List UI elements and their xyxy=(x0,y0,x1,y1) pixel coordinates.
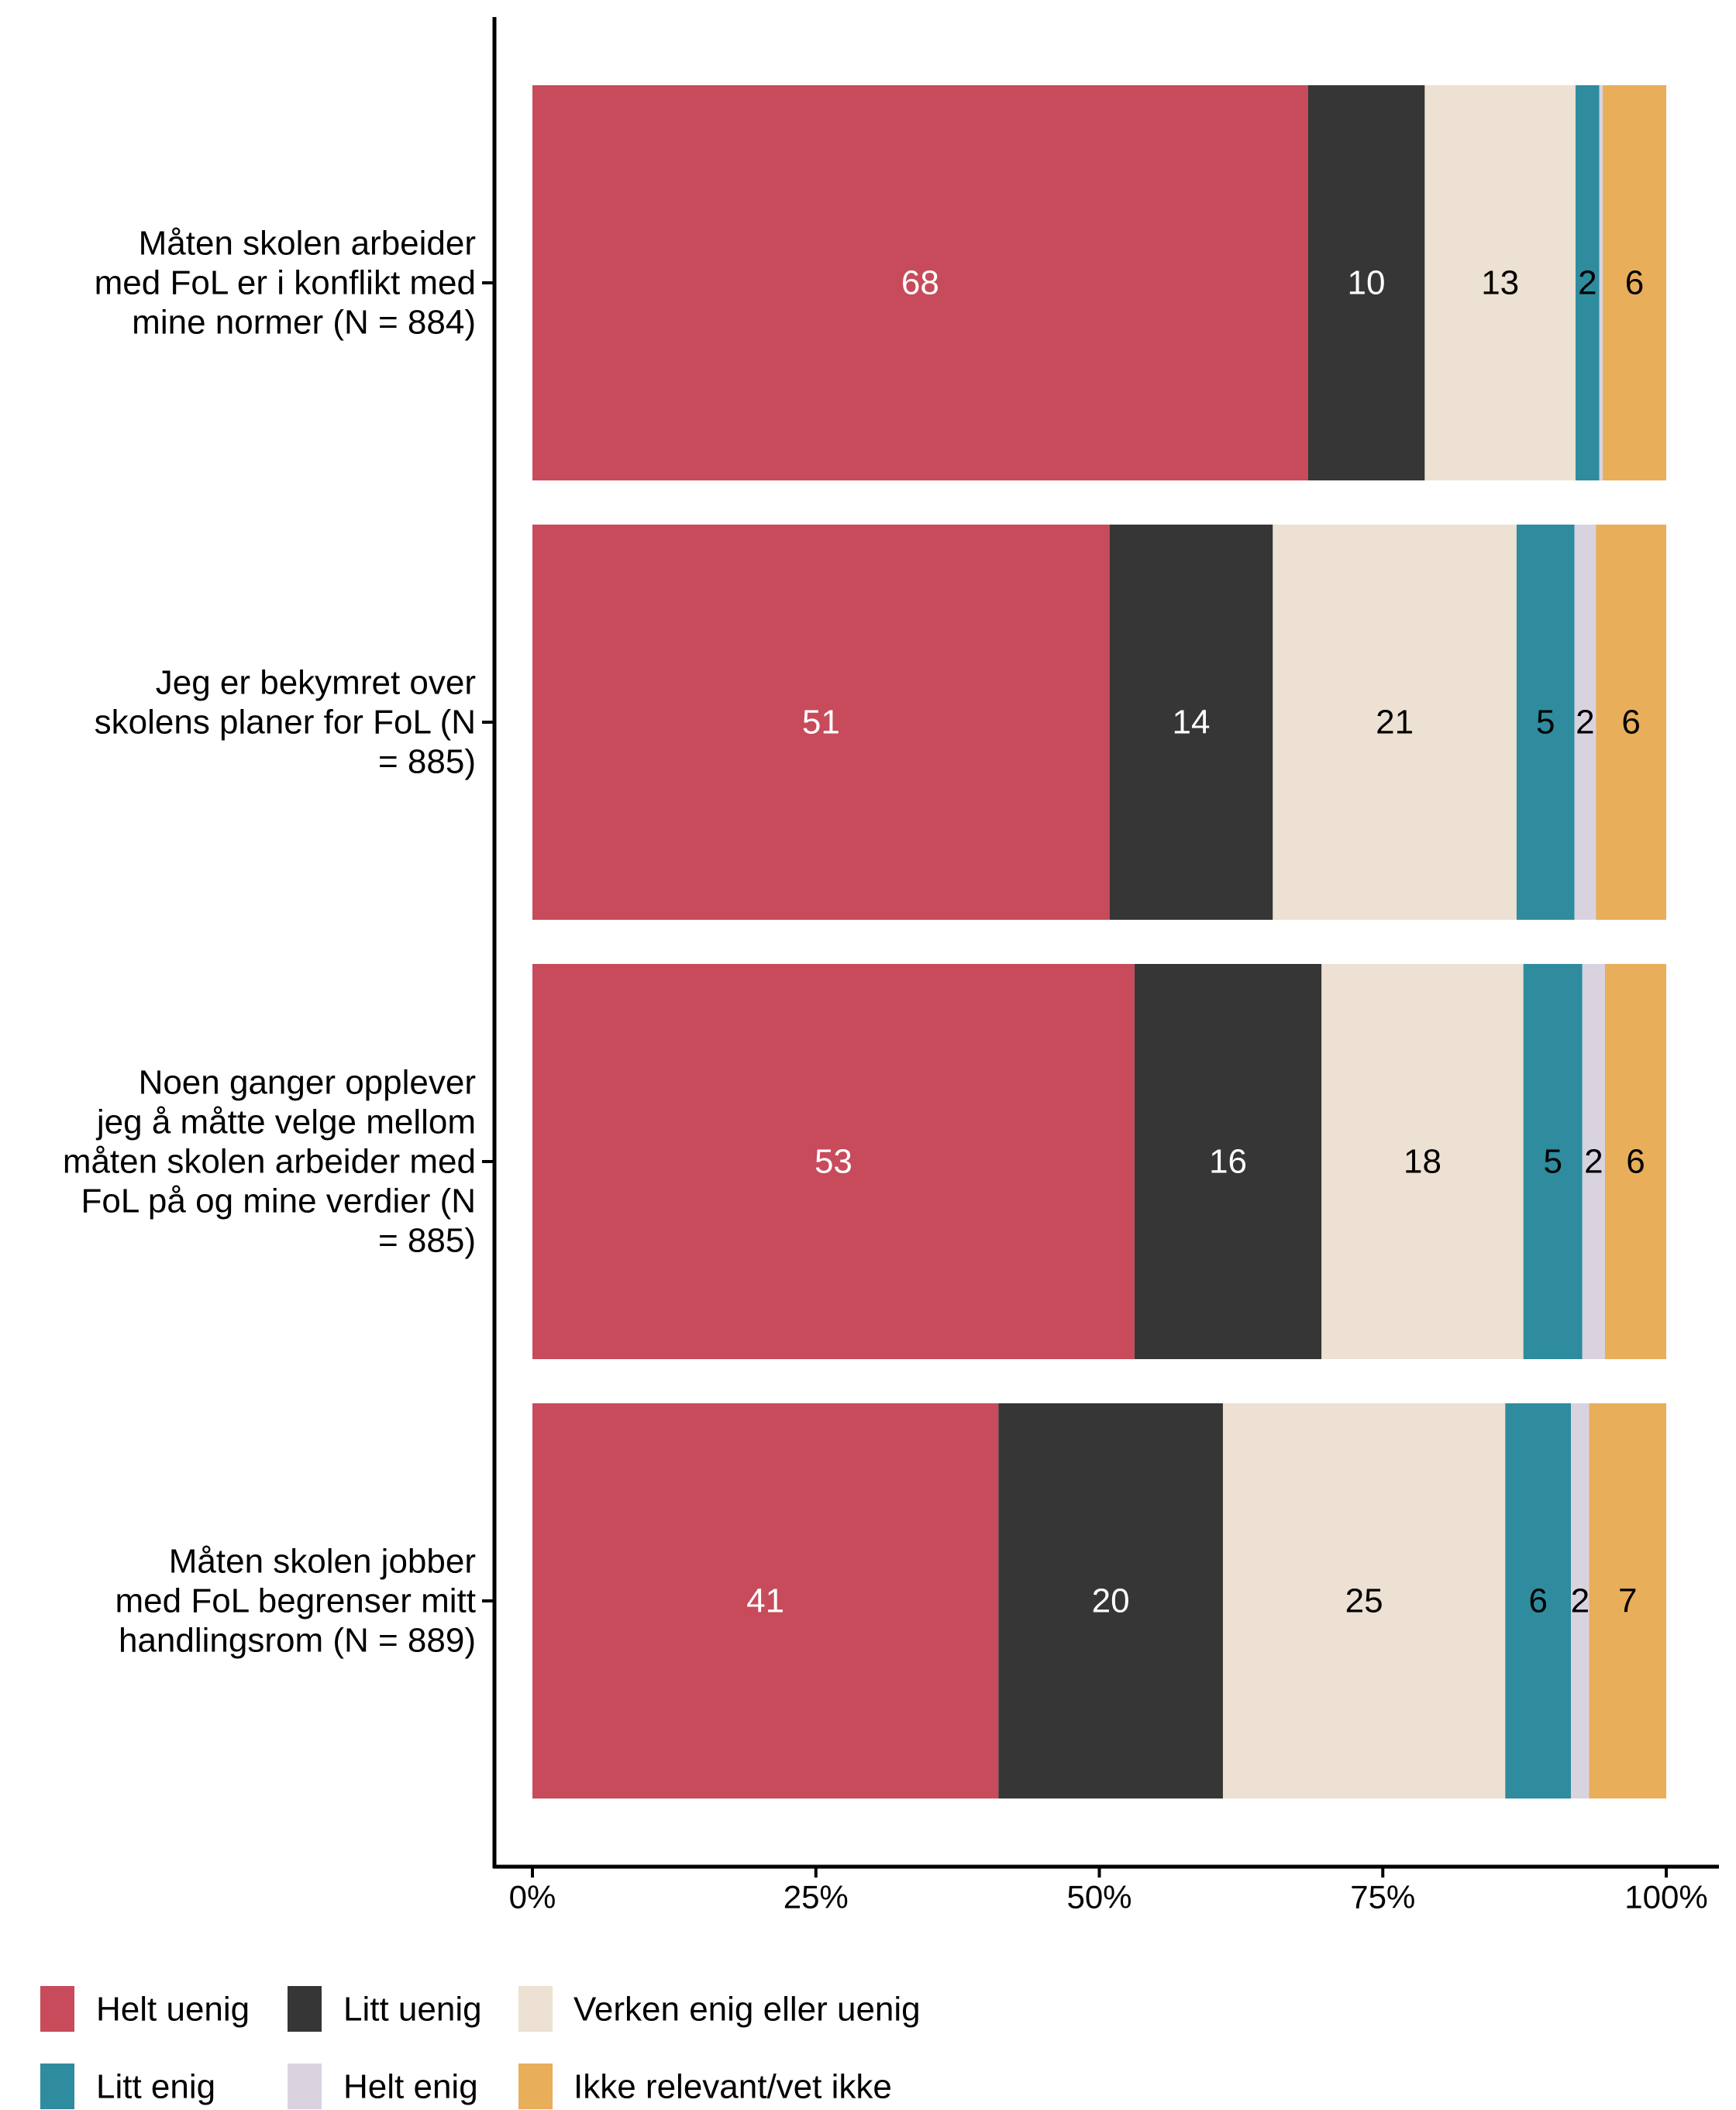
category-label-line: = 885) xyxy=(378,743,476,781)
bar-segment-helt-uenig-row-1 xyxy=(532,85,1308,480)
bar-segment-verken-enig-eller-uenig-row-3 xyxy=(1321,964,1524,1359)
legend: Helt uenig Litt uenig Verken enig eller ue… xyxy=(40,1986,921,2109)
category-label-line: Måten skolen arbeider xyxy=(139,225,476,263)
legend-label: Ikke relevant/vet ikke xyxy=(574,2068,892,2106)
data-label: 2 xyxy=(1584,1143,1603,1181)
bar-segment-verken-enig-eller-uenig-row-4 xyxy=(1222,1403,1506,1798)
legend-label: Litt enig xyxy=(96,2068,215,2106)
legend-item-helt-uenig: Helt uenig xyxy=(40,1986,250,2032)
category-label-line: = 885) xyxy=(378,1222,476,1260)
category-label-line: Måten skolen jobber xyxy=(169,1543,476,1581)
x-tick-label: 100% xyxy=(1624,1879,1707,1916)
data-label: 13 xyxy=(1481,264,1519,302)
category-label-line: med FoL er i konflikt med xyxy=(95,264,476,302)
bar-segment-litt-uenig-row-2 xyxy=(1109,525,1273,920)
data-label: 41 xyxy=(746,1582,784,1620)
bar-segment-litt-enig-row-2 xyxy=(1516,525,1575,920)
bar-segment-litt-uenig-row-1 xyxy=(1307,85,1425,480)
data-label: 7 xyxy=(1618,1582,1637,1620)
data-label: 6 xyxy=(1621,704,1640,742)
bar-segment-helt-enig-row-1 xyxy=(1599,85,1603,480)
bar-segment-litt-enig-row-1 xyxy=(1575,85,1600,480)
bar-segment-litt-enig-row-3 xyxy=(1523,964,1583,1359)
category-label-line: jeg å måtte velge mellom xyxy=(95,1103,476,1141)
data-label: 2 xyxy=(1571,1582,1590,1620)
bars-layer xyxy=(532,85,1666,1798)
bar-segment-helt-uenig-row-2 xyxy=(532,525,1110,920)
data-label: 16 xyxy=(1209,1143,1247,1181)
category-label-line: handlingsrom (N = 889) xyxy=(119,1622,476,1660)
bar-segment-ikke-relevant-vet-ikke-row-1 xyxy=(1603,85,1666,480)
data-label: 25 xyxy=(1345,1582,1383,1620)
bar-segment-helt-enig-row-4 xyxy=(1571,1403,1590,1798)
legend-item-helt-enig: Helt enig xyxy=(288,2064,478,2109)
bar-segment-ikke-relevant-vet-ikke-row-2 xyxy=(1596,525,1666,920)
x-tick-label: 25% xyxy=(784,1879,849,1916)
category-label-line: mine normer (N = 884) xyxy=(132,304,476,342)
bar-segment-verken-enig-eller-uenig-row-2 xyxy=(1273,525,1517,920)
data-label: 68 xyxy=(901,264,939,302)
legend-label: Helt uenig xyxy=(96,1991,250,2029)
data-label: 10 xyxy=(1348,264,1386,302)
bar-segment-helt-enig-row-2 xyxy=(1574,525,1596,920)
legend-label: Helt enig xyxy=(343,2068,478,2106)
legend-swatch xyxy=(40,1986,74,2032)
x-tick-label: 75% xyxy=(1350,1879,1415,1916)
bar-segment-litt-uenig-row-4 xyxy=(998,1403,1223,1798)
legend-label: Verken enig eller uenig xyxy=(574,1991,921,2029)
legend-label: Litt uenig xyxy=(343,1991,482,2029)
legend-swatch xyxy=(288,1986,322,2032)
y-ticks-layer xyxy=(482,281,494,1602)
x-tick-label: 0% xyxy=(509,1879,556,1916)
category-label-line: FoL på og mine verdier (N xyxy=(81,1182,476,1220)
segment-labels-layer: 68 10 13 2 651 14 21 5 2 653 16 18 5 2 641 20 25 6 2 7 xyxy=(746,264,1645,1620)
bar-segment-helt-uenig-row-3 xyxy=(532,964,1135,1359)
bar-segment-ikke-relevant-vet-ikke-row-4 xyxy=(1589,1403,1666,1798)
legend-item-ikke-relevant-vet-ikke: Ikke relevant/vet ikke xyxy=(518,2064,892,2109)
bar-segment-litt-enig-row-4 xyxy=(1505,1403,1572,1798)
data-label: 20 xyxy=(1092,1582,1130,1620)
data-label: 5 xyxy=(1536,704,1555,742)
data-label: 6 xyxy=(1625,264,1644,302)
bar-segment-litt-uenig-row-3 xyxy=(1134,964,1322,1359)
legend-item-litt-enig: Litt enig xyxy=(40,2064,215,2109)
legend-swatch xyxy=(40,2064,74,2109)
bar-segment-ikke-relevant-vet-ikke-row-3 xyxy=(1604,964,1666,1359)
legend-item-verken-enig-eller-uenig: Verken enig eller uenig xyxy=(518,1986,921,2032)
legend-swatch xyxy=(518,1986,553,2032)
data-label: 14 xyxy=(1173,704,1211,742)
bar-segment-helt-uenig-row-4 xyxy=(532,1403,999,1798)
data-label: 5 xyxy=(1543,1143,1562,1181)
bar-segment-helt-enig-row-3 xyxy=(1582,964,1605,1359)
data-label: 51 xyxy=(802,704,840,742)
data-label: 6 xyxy=(1528,1582,1547,1620)
bar-segment-verken-enig-eller-uenig-row-1 xyxy=(1424,85,1576,480)
data-label: 2 xyxy=(1578,264,1596,302)
category-label-line: Jeg er bekymret over xyxy=(156,664,476,702)
legend-item-litt-uenig: Litt uenig xyxy=(288,1986,482,2032)
x-ticks-layer: 0% 25% 50% 75% 100% xyxy=(509,1867,1708,1916)
category-label-line: måten skolen arbeider med xyxy=(63,1143,476,1181)
legend-swatch xyxy=(518,2064,553,2109)
x-tick-label: 50% xyxy=(1066,1879,1132,1916)
category-label-line: skolens planer for FoL (N xyxy=(95,704,476,742)
data-label: 21 xyxy=(1376,704,1414,742)
data-label: 18 xyxy=(1404,1143,1442,1181)
category-label-line: med FoL begrenser mitt xyxy=(115,1582,476,1620)
legend-swatch xyxy=(288,2064,322,2109)
data-label: 6 xyxy=(1626,1143,1645,1181)
category-label-line: Noen ganger opplever xyxy=(139,1064,476,1102)
data-label: 2 xyxy=(1576,704,1594,742)
data-label: 53 xyxy=(815,1143,852,1181)
